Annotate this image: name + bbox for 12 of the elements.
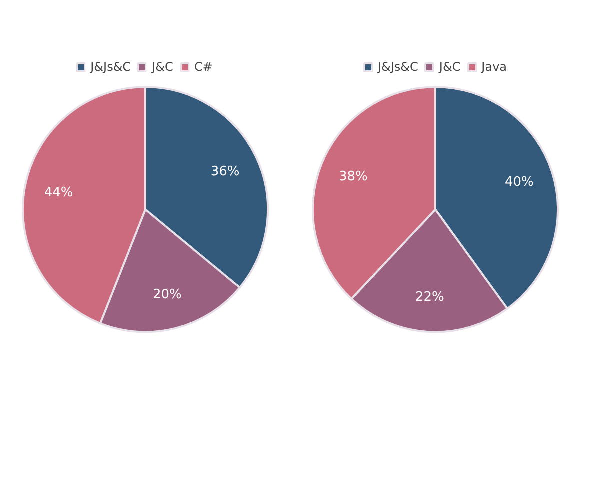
data-label: 40% <box>504 174 534 190</box>
legend-label: J&Js&C <box>378 60 418 74</box>
data-label: 44% <box>44 186 74 201</box>
data-label: 36% <box>210 164 240 180</box>
data-label: 38% <box>339 170 368 185</box>
data-label: 22% <box>416 290 444 306</box>
data-label: 20% <box>152 288 182 303</box>
legend-label: J&C <box>439 60 461 74</box>
legend-label: J&Js&C <box>90 60 132 74</box>
legend-label: J&C <box>152 60 174 74</box>
legend-label: C# <box>194 60 214 74</box>
legend-label: Java <box>482 60 508 74</box>
